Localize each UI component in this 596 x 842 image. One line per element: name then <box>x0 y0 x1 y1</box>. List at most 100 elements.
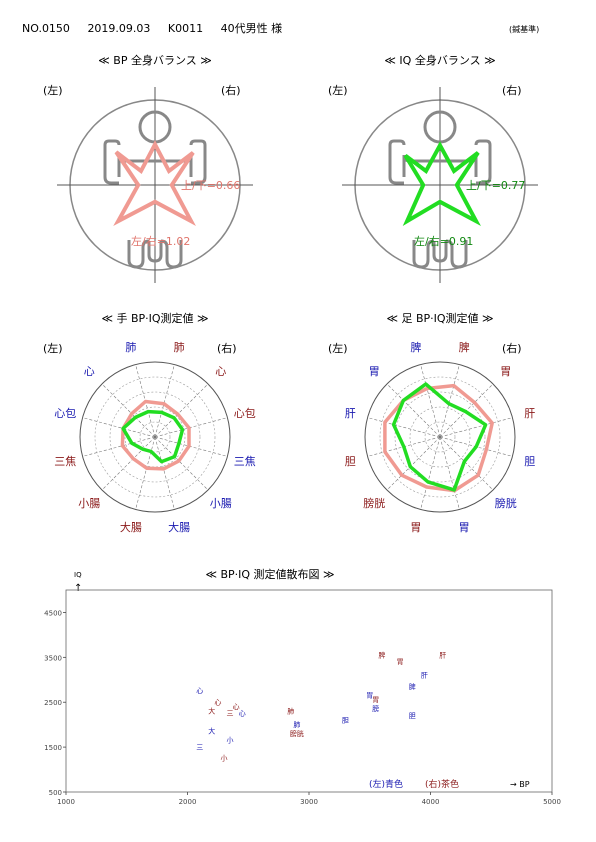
scatter-point: 胆 <box>409 712 416 720</box>
scatter-point: 大 <box>208 706 215 715</box>
scatter-point: 膀胱 <box>290 729 304 738</box>
iq-balance-star <box>402 141 481 226</box>
figure-legs <box>412 239 468 269</box>
radar-spoke <box>101 383 156 438</box>
scatter-point: 小 <box>221 754 228 763</box>
radar-axis-label: 胃 <box>410 521 421 534</box>
scatter-y-tick-label: 1500 <box>44 744 62 752</box>
radar-axis-label: 胃 <box>369 365 380 378</box>
radar-axis-label: 心包 <box>54 407 76 420</box>
radar-series-iq <box>121 409 185 464</box>
body-figure-icon <box>57 87 253 283</box>
radar-spoke <box>101 436 156 491</box>
radar-axis-label: 心 <box>84 365 95 378</box>
scatter-point: 胃 <box>366 692 373 700</box>
scatter-point: 三 <box>196 743 203 751</box>
scatter-point: 大 <box>208 727 215 736</box>
scatter-point: 胃 <box>397 658 404 666</box>
figure-body <box>103 139 207 185</box>
radar-outer-ring <box>364 361 516 513</box>
radar-spoke <box>154 364 175 438</box>
iq-updown-ratio-label: 上/下=0.77 <box>466 179 525 192</box>
radar-axis-label: 肺 <box>174 341 185 354</box>
iq-balance-panel: ≪ IQ 全身バランス ≫ (左) (右) 上/下=0.77 左/右=0.91 <box>328 53 538 283</box>
bp-balance-left-tag: (左) <box>43 84 63 97</box>
scatter-point: 肺 <box>287 707 294 715</box>
bp-iq-scatter-chart: ≪ BP·IQ 測定値散布図 ≫ IQ ↑ → BP (左)青色 (右)茶色 5… <box>44 567 561 806</box>
scatter-point: 胃 <box>372 696 379 704</box>
radar-spoke <box>367 417 441 438</box>
record-subject: 40代男性 様 <box>220 22 283 35</box>
radar-axis-label: 胃 <box>500 365 511 378</box>
radar-axis-label: 肺 <box>125 341 136 354</box>
radar-axis-label: 三焦 <box>54 455 76 468</box>
radar-axis-label: 小腸 <box>210 497 232 510</box>
radar-grid-ring <box>424 421 456 453</box>
scatter-legend-left: (左)青色 <box>369 778 403 790</box>
scatter-y-axis-label: IQ <box>74 571 82 579</box>
scatter-x-tick-label: 1000 <box>57 798 75 806</box>
radar-spoke <box>439 417 513 438</box>
radar-spoke <box>154 383 209 438</box>
iq-leftright-ratio-label: 左/右=0.91 <box>414 234 473 248</box>
figure-legs <box>127 239 183 269</box>
scatter-plot-frame <box>65 589 553 793</box>
record-number: NO.0150 <box>22 22 70 35</box>
radar-spoke <box>386 436 441 491</box>
record-date: 2019.09.03 <box>87 22 151 35</box>
scatter-point: 三 <box>227 710 234 718</box>
bp-balance-star <box>113 140 196 226</box>
radar-axis-label: 心 <box>215 365 226 378</box>
radar-axis-label: 胆 <box>524 455 535 468</box>
bp-updown-ratio-label: 上/下=0.66 <box>181 179 240 192</box>
hand-radar-left-tag: (左) <box>43 342 63 355</box>
radar-axis-label: 肝 <box>524 407 535 420</box>
scatter-x-tick-label: 2000 <box>179 798 197 806</box>
scatter-point: 肺 <box>293 721 300 729</box>
radar-axis-label: 三焦 <box>234 455 256 468</box>
bp-balance-panel: ≪ BP 全身バランス ≫ (左) (右) 上/下=0.66 左/右=1.02 <box>43 53 253 283</box>
scatter-point: 心 <box>196 687 203 695</box>
scatter-point: 脾 <box>409 682 416 691</box>
radar-series-iq <box>391 382 488 492</box>
radar-axis-label: 脾 <box>459 340 470 354</box>
radar-spoke <box>386 383 441 438</box>
radar-axis-label: 大腸 <box>120 520 142 534</box>
foot-radar-right-tag: (右) <box>502 341 522 355</box>
reference-note: (鍼基準) <box>509 25 540 34</box>
scatter-point: 胆 <box>342 716 349 724</box>
scatter-point: 小 <box>227 736 234 745</box>
radar-spoke <box>154 417 228 438</box>
radar-axis-label: 大腸 <box>168 520 190 534</box>
radar-spoke <box>154 436 228 457</box>
radar-axis-label: 肝 <box>345 407 356 420</box>
radar-axis-label: 小腸 <box>78 497 100 510</box>
hand-radar-title: ≪ 手 BP·IQ測定値 ≫ <box>101 311 208 325</box>
radar-outer-ring <box>79 361 231 513</box>
scatter-y-tick-label: 500 <box>49 789 62 797</box>
scatter-point: 肝 <box>439 651 446 659</box>
report-header: NO.0150 2019.09.03 K0011 40代男性 様 <box>22 20 296 36</box>
radar-axis-label: 膀胱 <box>363 496 385 510</box>
radar-grid-ring <box>394 391 486 483</box>
radar-spoke <box>154 436 209 491</box>
scatter-point: 心 <box>214 699 221 707</box>
scatter-point: 心 <box>239 710 246 718</box>
radar-spoke <box>420 436 441 510</box>
iq-balance-right-tag: (右) <box>502 83 522 97</box>
scatter-y-tick-label: 3500 <box>44 654 62 662</box>
hand-radar-right-tag: (右) <box>217 341 237 355</box>
scatter-y-tick-label: 4500 <box>44 609 62 617</box>
radar-grid-ring <box>379 376 501 498</box>
foot-radar-title: ≪ 足 BP·IQ測定値 ≫ <box>386 311 493 325</box>
scatter-point: 膀 <box>372 704 379 713</box>
radar-grid-ring <box>94 376 216 498</box>
radar-axis-label: 胃 <box>459 521 470 534</box>
iq-balance-left-tag: (左) <box>328 84 348 97</box>
radar-spoke <box>82 417 156 438</box>
radar-axis-label: 心包 <box>234 407 256 420</box>
radar-spoke <box>439 436 494 491</box>
bp-balance-title: ≪ BP 全身バランス ≫ <box>98 53 211 67</box>
